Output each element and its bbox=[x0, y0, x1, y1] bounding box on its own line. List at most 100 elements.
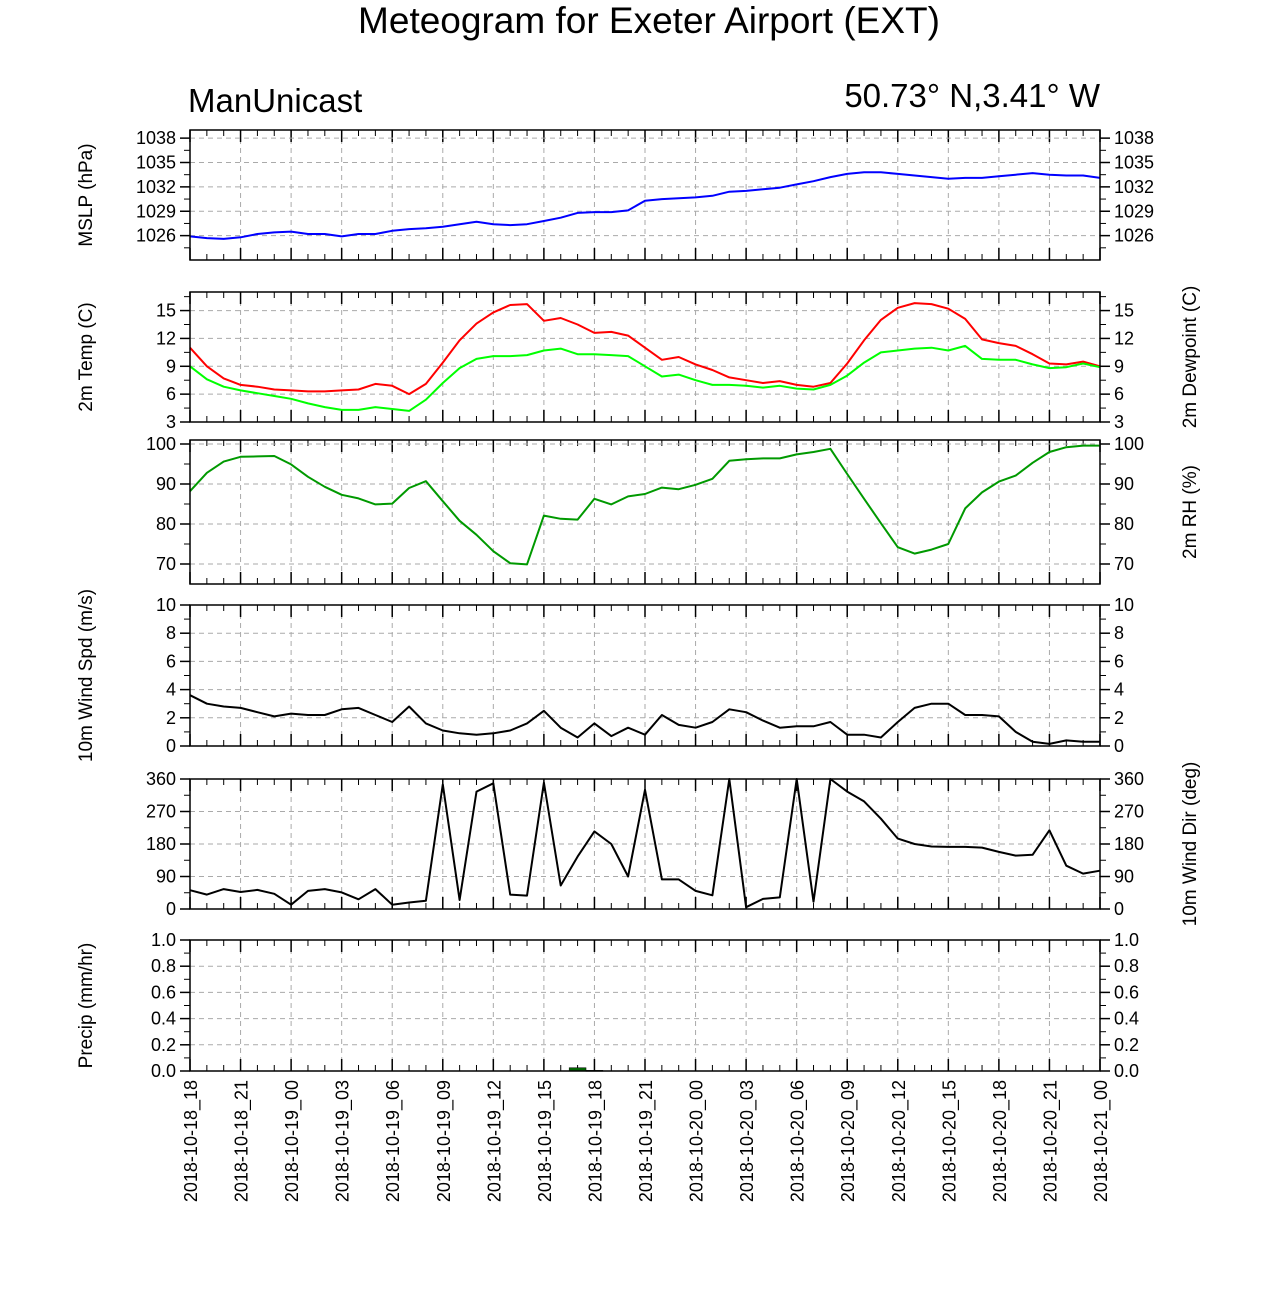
x-tick-label: 2018-10-20_09 bbox=[838, 1080, 859, 1202]
y-tick-label-left: 70 bbox=[156, 554, 176, 574]
y-tick-label-right: 70 bbox=[1114, 554, 1134, 574]
y-tick-label-right: 10 bbox=[1114, 595, 1134, 615]
y-tick-label-left: 90 bbox=[156, 474, 176, 494]
y-tick-label-left: 1032 bbox=[136, 177, 176, 197]
series-line-mslp bbox=[189, 171, 1101, 240]
x-axis: 2018-10-18_18 2018-10-18_21 2018-10-19_00 2… bbox=[181, 1080, 1112, 1202]
y-tick-label-right: 2 bbox=[1114, 708, 1124, 728]
panel-frame bbox=[189, 778, 1101, 910]
x-tick-label: 2018-10-20_12 bbox=[889, 1080, 910, 1202]
x-tick-label: 2018-10-20_06 bbox=[788, 1080, 809, 1202]
y-tick-label-right: 0.2 bbox=[1114, 1035, 1139, 1055]
series-line-wind bbox=[189, 778, 1101, 909]
y-tick-label-left: 6 bbox=[166, 651, 176, 671]
y-tick-label-left: 1026 bbox=[136, 226, 176, 246]
y-tick-label-left: 8 bbox=[166, 623, 176, 643]
x-tick-label: 2018-10-20_00 bbox=[687, 1080, 708, 1202]
series-line-rh bbox=[189, 444, 1100, 566]
y-tick-label-left: 1038 bbox=[136, 128, 176, 148]
panel-precip: 0.0 0.0 0.2 0.2 0.4 0.4 0.6 0.6 0.8 0.8 1.0 1.0 Prec… bbox=[76, 930, 1139, 1081]
y-tick-label-right: 4 bbox=[1114, 680, 1124, 700]
y-tick-label-right: 180 bbox=[1114, 834, 1144, 854]
y-tick-label-left: 80 bbox=[156, 514, 176, 534]
series-line-wind bbox=[189, 694, 1100, 745]
x-tick-label: 2018-10-19_06 bbox=[383, 1080, 404, 1202]
y-tick-label-left: 1.0 bbox=[151, 930, 176, 950]
panel-frame bbox=[189, 939, 1101, 1072]
y-tick-label-left: 0 bbox=[166, 736, 176, 756]
y-tick-label-left: 4 bbox=[166, 680, 176, 700]
panel-wind_speed: 0 0 2 2 4 4 6 6 8 8 10 10 10m Wind Spd (m/s) bbox=[76, 589, 1134, 762]
x-tick-label: 2018-10-19_03 bbox=[333, 1080, 354, 1202]
y-tick-label-right: 0 bbox=[1114, 899, 1124, 919]
y-tick-label-right: 90 bbox=[1114, 867, 1134, 887]
y-tick-label-left: 0 bbox=[166, 899, 176, 919]
y-tick-label-left: 1029 bbox=[136, 201, 176, 221]
panel-mslp: 1026 1026 1029 1029 1032 1032 1035 1035 1038 1038… bbox=[76, 128, 1154, 261]
y-tick-label-right: 100 bbox=[1114, 434, 1144, 454]
y-axis-title-right: 2m Dewpoint (C) bbox=[1180, 286, 1201, 429]
y-axis-title-right: 10m Wind Dir (deg) bbox=[1180, 762, 1201, 927]
y-tick-label-left: 360 bbox=[146, 769, 176, 789]
y-tick-label-left: 9 bbox=[166, 356, 176, 376]
y-tick-label-right: 0.6 bbox=[1114, 982, 1139, 1002]
x-tick-label: 2018-10-18_21 bbox=[232, 1080, 253, 1202]
y-tick-label-left: 15 bbox=[156, 301, 176, 321]
x-tick-label: 2018-10-19_00 bbox=[282, 1080, 303, 1202]
y-tick-label-right: 360 bbox=[1114, 769, 1144, 789]
x-tick-label: 2018-10-20_03 bbox=[737, 1080, 758, 1202]
series-line-temperature bbox=[189, 302, 1101, 396]
y-tick-label-left: 270 bbox=[146, 802, 176, 822]
panel-frame bbox=[189, 291, 1101, 423]
y-axis-title-right: 2m RH (%) bbox=[1180, 465, 1201, 559]
y-tick-label-right: 6 bbox=[1114, 384, 1124, 404]
panel-frame bbox=[189, 129, 1101, 261]
y-tick-label-left: 0.2 bbox=[151, 1035, 176, 1055]
x-tick-label: 2018-10-19_21 bbox=[636, 1080, 657, 1202]
y-tick-label-left: 3 bbox=[166, 412, 176, 432]
y-tick-label-right: 8 bbox=[1114, 623, 1124, 643]
y-tick-label-right: 15 bbox=[1114, 301, 1134, 321]
model-name: ManUnicast bbox=[188, 82, 362, 119]
x-tick-label: 2018-10-19_18 bbox=[585, 1080, 606, 1202]
x-tick-label: 2018-10-19_15 bbox=[535, 1080, 556, 1202]
x-tick-label: 2018-10-21_00 bbox=[1091, 1080, 1112, 1202]
y-axis-title-left: Precip (mm/hr) bbox=[76, 943, 97, 1069]
y-tick-label-left: 0.4 bbox=[151, 1009, 176, 1029]
y-tick-label-left: 0.0 bbox=[151, 1061, 176, 1081]
y-tick-label-right: 1032 bbox=[1114, 177, 1154, 197]
y-tick-label-right: 0.8 bbox=[1114, 956, 1139, 976]
panel-temp: 3 3 6 6 9 9 12 12 15 15 2m Temp (C) 2m Dewpoint (C) bbox=[76, 286, 1201, 432]
y-tick-label-left: 0.8 bbox=[151, 956, 176, 976]
y-tick-label-left: 12 bbox=[156, 328, 176, 348]
y-tick-label-left: 100 bbox=[146, 434, 176, 454]
x-tick-label: 2018-10-19_12 bbox=[484, 1080, 505, 1202]
y-tick-label-right: 1.0 bbox=[1114, 930, 1139, 950]
y-tick-label-left: 10 bbox=[156, 595, 176, 615]
y-axis-title-left: MSLP (hPa) bbox=[76, 143, 97, 246]
x-tick-label: 2018-10-20_18 bbox=[990, 1080, 1011, 1202]
y-tick-label-right: 1038 bbox=[1114, 128, 1154, 148]
y-tick-label-right: 90 bbox=[1114, 474, 1134, 494]
y-tick-label-right: 12 bbox=[1114, 328, 1134, 348]
y-tick-label-right: 0.0 bbox=[1114, 1061, 1139, 1081]
y-tick-label-left: 6 bbox=[166, 384, 176, 404]
y-tick-label-right: 9 bbox=[1114, 356, 1124, 376]
page-title: Meteogram for Exeter Airport (EXT) bbox=[358, 0, 940, 41]
y-tick-label-right: 6 bbox=[1114, 651, 1124, 671]
y-tick-label-left: 0.6 bbox=[151, 982, 176, 1002]
y-tick-label-left: 2 bbox=[166, 708, 176, 728]
x-tick-label: 2018-10-19_09 bbox=[434, 1080, 455, 1202]
y-tick-label-right: 0 bbox=[1114, 736, 1124, 756]
y-tick-label-right: 0.4 bbox=[1114, 1009, 1139, 1029]
panel-rh: 70 70 80 80 90 90 100 100 2m RH (%) bbox=[146, 434, 1201, 585]
y-tick-label-right: 1035 bbox=[1114, 153, 1154, 173]
y-axis-title-left: 2m Temp (C) bbox=[76, 302, 97, 411]
y-tick-label-left: 180 bbox=[146, 834, 176, 854]
y-tick-label-right: 1026 bbox=[1114, 226, 1154, 246]
series-line-dewpoint bbox=[189, 344, 1101, 412]
x-tick-label: 2018-10-18_18 bbox=[181, 1080, 202, 1202]
x-tick-label: 2018-10-20_21 bbox=[1040, 1080, 1061, 1202]
panel-frame bbox=[189, 604, 1101, 747]
